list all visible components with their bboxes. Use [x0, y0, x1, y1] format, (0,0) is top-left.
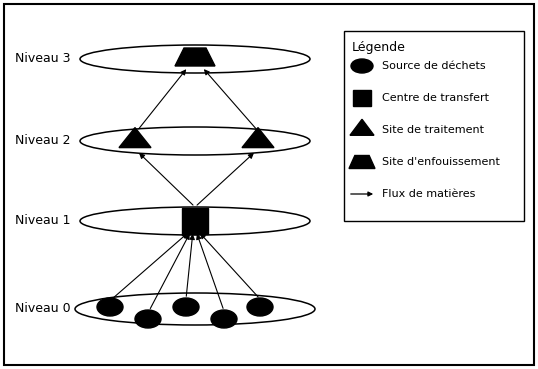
Ellipse shape	[135, 310, 161, 328]
Text: Centre de transfert: Centre de transfert	[382, 93, 489, 103]
Polygon shape	[242, 128, 274, 148]
Text: Niveau 1: Niveau 1	[15, 214, 70, 228]
Bar	[344, 31, 524, 221]
Ellipse shape	[351, 59, 373, 73]
Text: Site d'enfouissement: Site d'enfouissement	[382, 157, 500, 167]
Text: Source de déchets: Source de déchets	[382, 61, 486, 71]
Ellipse shape	[173, 298, 199, 316]
Bar	[353, 90, 371, 106]
Text: Niveau 0: Niveau 0	[15, 303, 70, 315]
Ellipse shape	[211, 310, 237, 328]
Text: Niveau 2: Niveau 2	[15, 134, 70, 148]
Polygon shape	[349, 155, 375, 169]
Polygon shape	[175, 48, 215, 66]
Polygon shape	[350, 119, 374, 135]
Text: Légende: Légende	[352, 41, 406, 54]
Ellipse shape	[97, 298, 123, 316]
Text: Site de traitement: Site de traitement	[382, 125, 484, 135]
Bar	[182, 208, 208, 234]
Text: Flux de matières: Flux de matières	[382, 189, 476, 199]
Text: Niveau 3: Niveau 3	[15, 52, 70, 66]
Ellipse shape	[247, 298, 273, 316]
Polygon shape	[119, 128, 151, 148]
